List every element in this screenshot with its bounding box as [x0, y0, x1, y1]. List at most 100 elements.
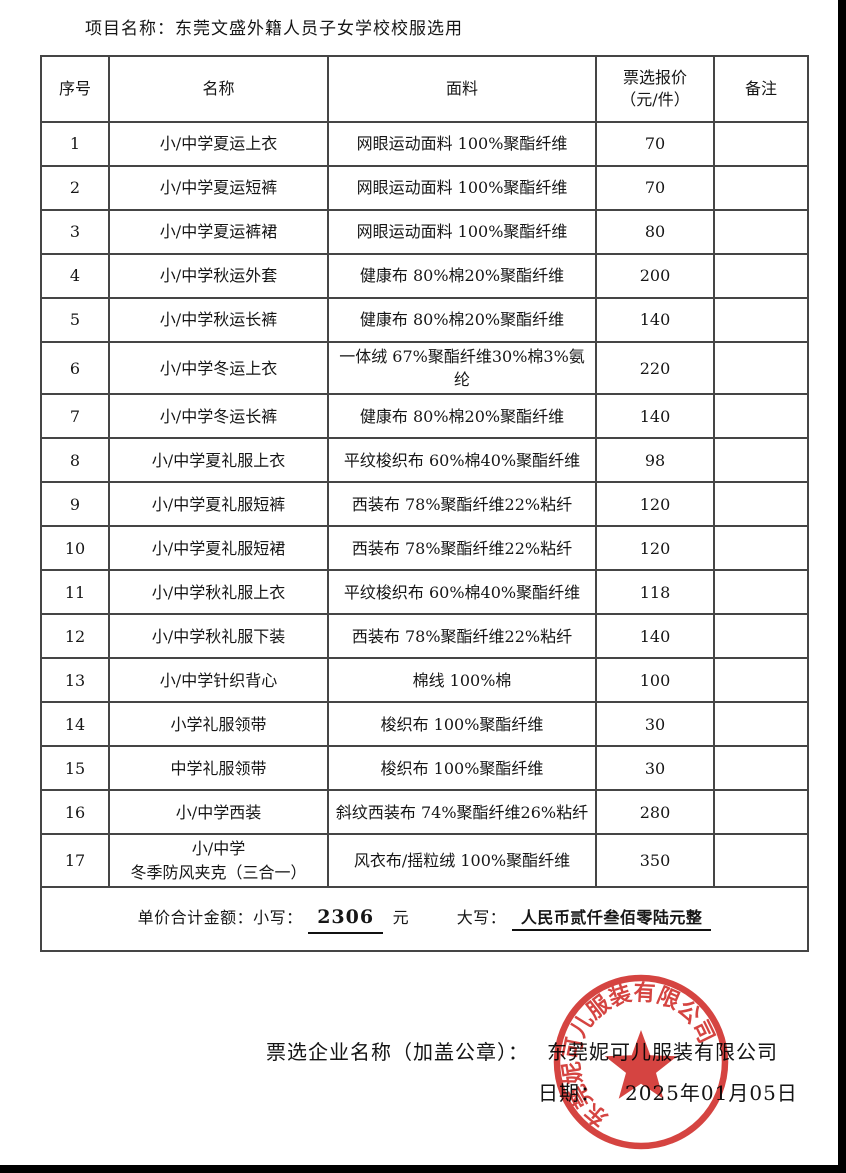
date-line: 日期： 2025年01月05日: [538, 1077, 798, 1106]
cell-fabric: 健康布 80%棉20%聚酯纤维: [327, 297, 597, 343]
cell-note: [713, 701, 809, 748]
date-value: 2025年01月05日: [625, 1081, 798, 1105]
uniform-price-table: 序号 名称 面料 票选报价 （元/件） 备注 1 小/中学夏运上衣 网眼运动面料…: [40, 55, 809, 952]
cell-name: 小/中学针织背心: [108, 657, 329, 704]
summary-row: 单价合计金额：小写： 2306 元 大写： 人民币贰仟叁佰零陆元整: [40, 885, 809, 952]
company-label: 票选企业名称（加盖公章）：: [266, 1040, 529, 1064]
cell-note: [713, 121, 809, 167]
cell-fabric: 斜纹西装布 74%聚酯纤维26%粘纤: [327, 789, 597, 836]
cell-price: 100: [595, 657, 715, 704]
header-row: 序号 名称 面料 票选报价 （元/件） 备注: [40, 55, 809, 123]
cell-name: 小/中学秋礼服上衣: [108, 569, 329, 616]
table-row: 9 小/中学夏礼服短裤 西装布 78%聚酯纤维22%粘纤 120: [40, 481, 809, 528]
table-row: 2 小/中学夏运短裤 网眼运动面料 100%聚酯纤维 70: [40, 165, 809, 211]
cell-name: 小/中学夏运短裤: [108, 165, 329, 211]
cell-no: 14: [40, 701, 110, 748]
scan-artifact-right-bar: [838, 0, 846, 1173]
cell-note: [713, 253, 809, 299]
column-header-name: 名称: [108, 55, 329, 123]
cell-no: 3: [40, 209, 110, 255]
cell-name: 小/中学夏运上衣: [108, 121, 329, 167]
cell-name: 小/中学西装: [108, 789, 329, 836]
cell-name: 小/中学秋礼服下装: [108, 613, 329, 660]
cell-fabric: 梭织布 100%聚酯纤维: [327, 745, 597, 792]
column-header-price-line2: （元/件）: [620, 90, 690, 109]
cell-price: 120: [595, 481, 715, 528]
cell-fabric: 网眼运动面料 100%聚酯纤维: [327, 165, 597, 211]
cell-note: [713, 340, 809, 396]
table-row: 4 小/中学秋运外套 健康布 80%棉20%聚酯纤维 200: [40, 253, 809, 299]
cell-price: 140: [595, 613, 715, 660]
cell-name: 小/中学夏运裤裙: [108, 209, 329, 255]
cell-fabric: 西装布 78%聚酯纤维22%粘纤: [327, 525, 597, 572]
cell-price: 220: [595, 340, 715, 396]
column-header-fabric: 面料: [327, 55, 597, 123]
cell-note: [713, 569, 809, 616]
summary-cell: 单价合计金额：小写： 2306 元 大写： 人民币贰仟叁佰零陆元整: [40, 885, 809, 952]
table-row: 12 小/中学秋礼服下装 西装布 78%聚酯纤维22%粘纤 140: [40, 613, 809, 660]
cell-note: [713, 437, 809, 484]
cell-price: 350: [595, 833, 715, 888]
summary-capital-amount: 人民币贰仟叁佰零陆元整: [511, 906, 712, 932]
table-body: 1 小/中学夏运上衣 网眼运动面料 100%聚酯纤维 70 2 小/中学夏运短裤…: [40, 121, 809, 888]
cell-fabric: 网眼运动面料 100%聚酯纤维: [327, 209, 597, 255]
cell-price: 80: [595, 209, 715, 255]
cell-fabric: 西装布 78%聚酯纤维22%粘纤: [327, 613, 597, 660]
summary-unit: 元: [392, 907, 410, 927]
cell-name: 小/中学秋运长裤: [108, 297, 329, 343]
column-header-note: 备注: [713, 55, 809, 123]
cell-price: 70: [595, 121, 715, 167]
cell-fabric: 平纹梭织布 60%棉40%聚酯纤维: [327, 437, 597, 484]
cell-no: 12: [40, 613, 110, 660]
cell-price: 70: [595, 165, 715, 211]
table-row: 11 小/中学秋礼服上衣 平纹梭织布 60%棉40%聚酯纤维 118: [40, 569, 809, 616]
table-row: 7 小/中学冬运长裤 健康布 80%棉20%聚酯纤维 140: [40, 393, 809, 440]
cell-name: 小/中学秋运外套: [108, 253, 329, 299]
cell-note: [713, 165, 809, 211]
scan-artifact-bottom-bar: [0, 1165, 846, 1173]
column-header-no: 序号: [40, 55, 110, 123]
table-row: 8 小/中学夏礼服上衣 平纹梭织布 60%棉40%聚酯纤维 98: [40, 437, 809, 484]
cell-name: 小/中学夏礼服上衣: [108, 437, 329, 484]
cell-name: 小/中学夏礼服短裙: [108, 525, 329, 572]
table-row: 16 小/中学西装 斜纹西装布 74%聚酯纤维26%粘纤 280: [40, 789, 809, 836]
cell-note: [713, 525, 809, 572]
summary-label: 单价合计金额：小写：: [137, 907, 303, 927]
cell-fabric: 健康布 80%棉20%聚酯纤维: [327, 393, 597, 440]
cell-price: 200: [595, 253, 715, 299]
table-row: 17 小/中学 冬季防风夹克（三合一） 风衣布/摇粒绒 100%聚酯纤维 350: [40, 833, 809, 888]
date-label: 日期：: [538, 1081, 601, 1105]
table-row: 3 小/中学夏运裤裙 网眼运动面料 100%聚酯纤维 80: [40, 209, 809, 255]
cell-name: 小/中学 冬季防风夹克（三合一）: [108, 833, 329, 888]
cell-price: 140: [595, 393, 715, 440]
column-header-price-line1: 票选报价: [622, 67, 687, 87]
cell-fabric: 西装布 78%聚酯纤维22%粘纤: [327, 481, 597, 528]
table-row: 10 小/中学夏礼服短裙 西装布 78%聚酯纤维22%粘纤 120: [40, 525, 809, 572]
company-signature-line: 票选企业名称（加盖公章）： 东莞妮可儿服装有限公司: [266, 1036, 778, 1065]
cell-price: 30: [595, 701, 715, 748]
column-header-price: 票选报价 （元/件）: [595, 55, 715, 123]
summary-capital-label: 大写：: [456, 907, 507, 927]
cell-fabric: 网眼运动面料 100%聚酯纤维: [327, 121, 597, 167]
cell-name: 小学礼服领带: [108, 701, 329, 748]
cell-note: [713, 833, 809, 888]
table-row: 6 小/中学冬运上衣 一体绒 67%聚酯纤维30%棉3%氨纶 220: [40, 340, 809, 396]
cell-price: 280: [595, 789, 715, 836]
cell-no: 2: [40, 165, 110, 211]
cell-fabric: 一体绒 67%聚酯纤维30%棉3%氨纶: [327, 340, 597, 396]
cell-fabric: 梭织布 100%聚酯纤维: [327, 701, 597, 748]
cell-no: 13: [40, 657, 110, 704]
cell-fabric: 健康布 80%棉20%聚酯纤维: [327, 253, 597, 299]
table-row: 1 小/中学夏运上衣 网眼运动面料 100%聚酯纤维 70: [40, 121, 809, 167]
cell-price: 118: [595, 569, 715, 616]
table-row: 13 小/中学针织背心 棉线 100%棉 100: [40, 657, 809, 704]
cell-fabric: 平纹梭织布 60%棉40%聚酯纤维: [327, 569, 597, 616]
page-title: 项目名称：东莞文盛外籍人员子女学校校服选用: [85, 19, 463, 39]
cell-no: 16: [40, 789, 110, 836]
cell-note: [713, 745, 809, 792]
cell-no: 9: [40, 481, 110, 528]
cell-price: 140: [595, 297, 715, 343]
cell-note: [713, 657, 809, 704]
cell-note: [713, 613, 809, 660]
